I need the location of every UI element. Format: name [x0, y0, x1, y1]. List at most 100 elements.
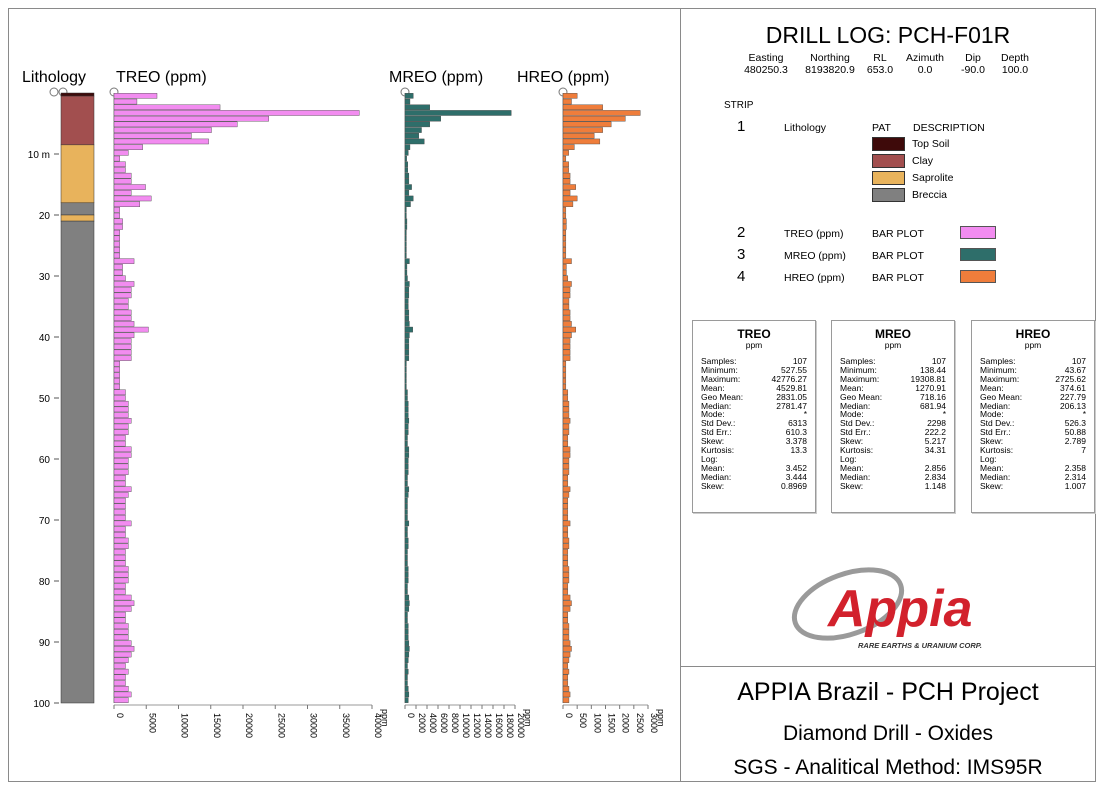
stats-row: Geo Mean: 227.79: [980, 392, 1086, 402]
stats-label: Skew:: [701, 436, 725, 447]
bar: [562, 326, 576, 333]
panel-divider: [680, 8, 681, 782]
stats-label: Maximum:: [980, 373, 1020, 384]
bar: [404, 457, 409, 464]
stats-label: Std Err.:: [701, 427, 732, 438]
bar: [113, 594, 132, 601]
bar: [404, 412, 409, 418]
bar: [113, 600, 135, 606]
stats-label: Geo Mean:: [701, 391, 744, 402]
bar: [113, 298, 129, 304]
bar: [562, 594, 571, 601]
bar: [404, 298, 409, 304]
bar: [562, 651, 571, 658]
bar: [404, 446, 410, 453]
bar: [113, 167, 126, 173]
bar: [404, 93, 414, 99]
value-tick-label: 20000: [516, 713, 526, 738]
bar: [113, 543, 129, 549]
stats-value: 1270.91: [915, 382, 946, 393]
bar: [113, 691, 132, 698]
bar: [562, 321, 572, 327]
stats-box-mreo: MREO ppm Samples: 107 Minimum: 138.44 Maximum:…: [831, 320, 955, 513]
bar: [113, 224, 123, 230]
stats-label: Log:: [840, 453, 857, 464]
bar: [113, 389, 126, 396]
collar-field-dip: Dip -90.0: [938, 52, 1008, 76]
value-axis-unit: ppm: [380, 709, 390, 727]
bar: [562, 697, 570, 703]
strip-swatch: [960, 226, 996, 239]
depth-tick-label: 40: [39, 333, 51, 344]
bar: [562, 611, 569, 618]
bar: [562, 571, 570, 578]
stats-label: Mean:: [701, 382, 725, 393]
bar: [113, 332, 135, 339]
stats-row: Median: 2.834: [840, 471, 946, 482]
collar-field-northing: Northing 8193820.9: [795, 52, 865, 76]
bar: [113, 560, 126, 567]
stats-row: Median: 681.94: [840, 401, 946, 411]
bar: [404, 395, 408, 401]
bar: [113, 514, 126, 521]
collar-label: Depth: [1000, 52, 1030, 64]
stats-value: 2831.05: [776, 391, 807, 402]
bar: [113, 161, 126, 168]
bar: [113, 532, 126, 538]
collar-field-azimuth: Azimuth 0.0: [890, 52, 960, 76]
bar: [113, 469, 129, 475]
stats-unit: ppm: [884, 340, 902, 350]
lithology-interval: [60, 95, 95, 146]
collar-value: 0.0: [917, 64, 933, 76]
bar: [562, 190, 571, 196]
bar: [404, 406, 409, 413]
bar: [562, 355, 571, 361]
bar: [562, 361, 567, 367]
bar: [404, 640, 410, 646]
depth-tick-label: 100: [33, 699, 50, 710]
stats-value: *: [942, 409, 946, 420]
stats-label: Mean:: [840, 382, 864, 393]
bar: [404, 252, 407, 259]
strip-title-4: HREO (ppm): [517, 69, 609, 86]
bar: [562, 269, 567, 276]
stats-row: Std Dev.: 2298: [840, 419, 946, 428]
bar: [404, 133, 419, 139]
bar: [113, 252, 120, 259]
bar: [404, 600, 410, 606]
bar: [113, 315, 132, 321]
bar: [404, 423, 409, 430]
bar: [404, 355, 410, 361]
value-tick-label: 25000: [276, 713, 286, 738]
bar: [113, 304, 129, 310]
bar: [562, 503, 569, 510]
lithology-name: Breccia: [912, 189, 948, 201]
bar: [404, 372, 407, 378]
stats-value: 0.8969: [781, 480, 807, 491]
lithology-swatch: [872, 171, 905, 185]
bar: [404, 440, 408, 447]
stats-label: Std Err.:: [980, 427, 1011, 438]
bar: [562, 155, 567, 162]
stats-value: 3.444: [785, 471, 807, 482]
bar: [562, 383, 567, 390]
collar-value: 653.0: [866, 64, 894, 76]
bar: [562, 640, 571, 646]
bar: [113, 628, 129, 635]
drill-log-plot: 10 m 20 30 40 50 60 70 80 90 100 Lithology TREO (pp…: [22, 69, 666, 738]
stats-value: 2.834: [924, 471, 946, 482]
bar: [562, 286, 571, 293]
bar: [113, 452, 132, 458]
bar: [404, 121, 430, 128]
pat-heading: PAT: [872, 122, 891, 134]
strip-type: BAR PLOT: [872, 272, 924, 284]
strip-number: 4: [737, 268, 746, 285]
bar: [562, 577, 570, 584]
bar: [404, 554, 408, 561]
bar: [113, 127, 212, 133]
bar: [562, 680, 569, 686]
bar: [113, 492, 129, 498]
bar: [113, 218, 123, 225]
lithology-origin-marker: [49, 87, 59, 97]
stats-box-hreo: HREO ppm Samples: 107 Minimum: 43.67 Maximum: 2…: [971, 320, 1095, 513]
